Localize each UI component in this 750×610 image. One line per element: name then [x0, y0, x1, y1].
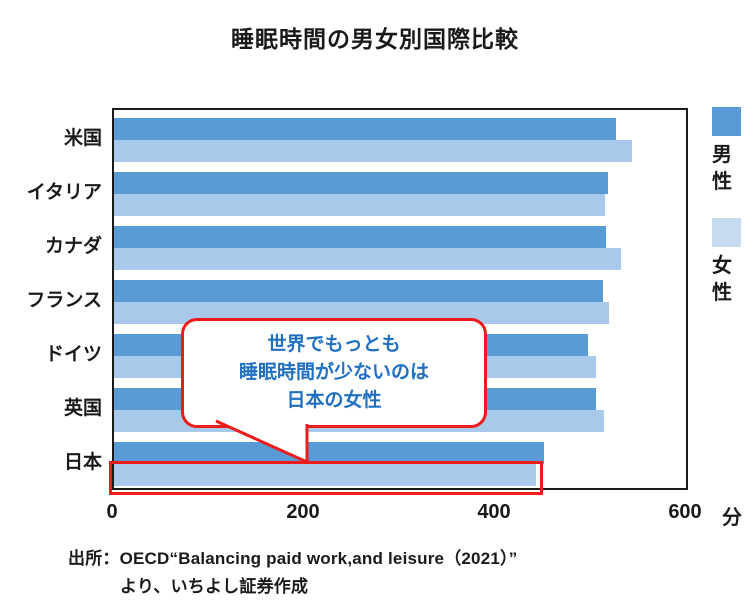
japan-female-highlight-box	[109, 461, 544, 495]
legend-male-label: 男性	[712, 144, 732, 193]
bar-イタリア-女性	[114, 194, 605, 216]
legend-male-swatch	[712, 107, 741, 136]
x-tick-400: 400	[477, 501, 511, 523]
category-label-カナダ: カナダ	[44, 236, 102, 257]
bar-イタリア-男性	[114, 172, 608, 194]
source-line-2: より、いちよし証券作成	[120, 577, 309, 596]
x-axis-unit-label: 分	[722, 507, 742, 529]
x-tick-600: 600	[668, 501, 702, 523]
chart-title: 睡眠時間の男女別国際比較	[231, 26, 519, 52]
category-label-日本: 日本	[63, 452, 102, 473]
callout-line-1: 世界でもっとも	[267, 334, 401, 355]
bar-日本-女性	[114, 464, 537, 486]
bar-カナダ-男性	[114, 226, 606, 248]
category-label-英国: 英国	[63, 398, 102, 419]
category-label-フランス: フランス	[26, 290, 102, 311]
bar-カナダ-女性	[114, 248, 622, 270]
callout-line-2: 睡眠時間が少ないのは	[238, 362, 429, 383]
legend-female-swatch	[712, 218, 741, 247]
category-label-ドイツ: ドイツ	[44, 344, 102, 365]
source-note: 出所：OECD“Balancing paid work,and leisure（…	[68, 545, 517, 601]
bar-米国-女性	[114, 140, 632, 162]
legend-female-label: 女性	[712, 255, 732, 304]
x-tick-0: 0	[106, 501, 118, 523]
callout-bubble: 世界でもっとも 睡眠時間が少ないのは 日本の女性	[181, 318, 487, 428]
plot-area	[112, 108, 688, 490]
x-tick-200: 200	[286, 501, 320, 523]
callout-line-3: 日本の女性	[286, 390, 382, 411]
source-line-1: 出所：OECD“Balancing paid work,and leisure（…	[68, 549, 518, 568]
bar-米国-男性	[114, 118, 617, 140]
category-label-イタリア: イタリア	[26, 182, 102, 203]
category-label-米国: 米国	[63, 128, 102, 149]
bar-フランス-男性	[114, 280, 604, 302]
